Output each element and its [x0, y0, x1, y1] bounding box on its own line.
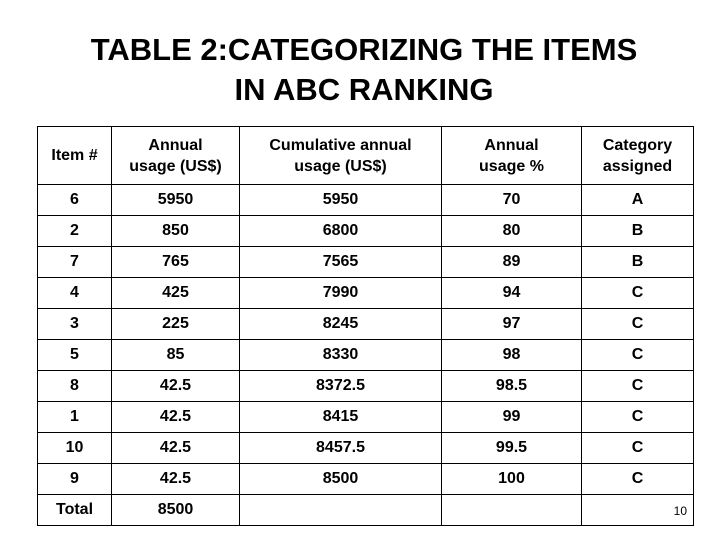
- cell-item-number: 1: [37, 401, 112, 433]
- cell-category: C: [581, 308, 694, 340]
- header-category-assigned-line-1: Category: [602, 136, 673, 154]
- header-annual-usage-percent-line-2: usage %: [479, 157, 544, 175]
- cell-annual-usage-percent: 99.5: [441, 432, 582, 464]
- cell-category: C: [581, 463, 694, 495]
- cell-annual-usage: 42.5: [111, 401, 240, 433]
- cell-cumulative-usage: 6800: [239, 215, 442, 247]
- cell-item-number: 6: [37, 184, 112, 216]
- cell-cumulative-usage: 8500: [239, 463, 442, 495]
- cell-annual-usage: 425: [111, 277, 240, 309]
- cell-annual-usage-percent: 98.5: [441, 370, 582, 402]
- table-row: 2 850 6800 80 B: [37, 215, 694, 247]
- cell-cumulative-usage: 5950: [239, 184, 442, 216]
- cell-category: C: [581, 370, 694, 402]
- cell-category: A: [581, 184, 694, 216]
- cell-cumulative-usage: 8372.5: [239, 370, 442, 402]
- cell-total-label: Total: [37, 494, 112, 526]
- header-annual-usage-line-2: usage (US$): [129, 157, 222, 175]
- cell-annual-usage-percent: 80: [441, 215, 582, 247]
- header-annual-usage-percent: Annual usage %: [441, 126, 582, 185]
- cell-item-number: 5: [37, 339, 112, 371]
- slide-title: TABLE 2:CATEGORIZING THE ITEMS IN ABC RA…: [0, 30, 728, 110]
- table-row: 9 42.5 8500 100 C: [37, 463, 694, 495]
- cell-cumulative-usage: 8457.5: [239, 432, 442, 464]
- table-row: 10 42.5 8457.5 99.5 C: [37, 432, 694, 464]
- cell-item-number: 3: [37, 308, 112, 340]
- cell-category: B: [581, 215, 694, 247]
- table-row: 5 85 8330 98 C: [37, 339, 694, 371]
- header-item-number-label: Item #: [51, 147, 98, 164]
- cell-annual-usage: 42.5: [111, 432, 240, 464]
- table-body: 6 5950 5950 70 A 2 850 6800 80 B 7 765 7…: [37, 184, 694, 526]
- slide-number: 10: [673, 504, 687, 518]
- cell-cumulative-usage: 7990: [239, 277, 442, 309]
- cell-annual-usage-percent: 89: [441, 246, 582, 278]
- cell-cumulative-usage: 8415: [239, 401, 442, 433]
- cell-category: B: [581, 246, 694, 278]
- header-annual-usage-percent-line-1: Annual: [484, 136, 539, 154]
- cell-annual-usage: 765: [111, 246, 240, 278]
- header-cumulative-usage-line-1: Cumulative annual: [269, 136, 412, 154]
- cell-cumulative-usage: 8330: [239, 339, 442, 371]
- abc-ranking-table: Item # Annual usage (US$) Cumulative ann…: [37, 126, 694, 526]
- cell-annual-usage-percent: 100: [441, 463, 582, 495]
- cell-item-number: 7: [37, 246, 112, 278]
- table-row: 6 5950 5950 70 A: [37, 184, 694, 216]
- table-row: 1 42.5 8415 99 C: [37, 401, 694, 433]
- table-row: 4 425 7990 94 C: [37, 277, 694, 309]
- slide-title-line-2: IN ABC RANKING: [234, 72, 494, 107]
- total-row: Total 8500: [37, 494, 694, 526]
- cell-annual-usage: 5950: [111, 184, 240, 216]
- cell-category: C: [581, 277, 694, 309]
- cell-category: C: [581, 401, 694, 433]
- cell-annual-usage-percent: 98: [441, 339, 582, 371]
- cell-annual-usage-percent: 99: [441, 401, 582, 433]
- table-row: 7 765 7565 89 B: [37, 246, 694, 278]
- header-cumulative-usage-line-2: usage (US$): [294, 157, 387, 175]
- cell-annual-usage: 850: [111, 215, 240, 247]
- cell-item-number: 8: [37, 370, 112, 402]
- cell-cumulative-usage: 7565: [239, 246, 442, 278]
- cell-item-number: 2: [37, 215, 112, 247]
- cell-cumulative-usage: 8245: [239, 308, 442, 340]
- cell-category: C: [581, 432, 694, 464]
- cell-annual-usage-percent: 97: [441, 308, 582, 340]
- cell-total-category: [581, 494, 694, 526]
- header-row: Item # Annual usage (US$) Cumulative ann…: [37, 126, 694, 185]
- cell-total-cumulative-usage: [239, 494, 442, 526]
- table-row: 3 225 8245 97 C: [37, 308, 694, 340]
- cell-item-number: 10: [37, 432, 112, 464]
- cell-total-annual-usage-percent: [441, 494, 582, 526]
- header-item-number: Item #: [37, 126, 112, 185]
- cell-total-annual-usage: 8500: [111, 494, 240, 526]
- header-annual-usage-line-1: Annual: [148, 136, 203, 154]
- cell-annual-usage: 42.5: [111, 463, 240, 495]
- header-category-assigned: Category assigned: [581, 126, 694, 185]
- header-annual-usage: Annual usage (US$): [111, 126, 240, 185]
- header-cumulative-usage: Cumulative annual usage (US$): [239, 126, 442, 185]
- header-category-assigned-line-2: assigned: [602, 157, 673, 175]
- cell-annual-usage: 42.5: [111, 370, 240, 402]
- cell-item-number: 4: [37, 277, 112, 309]
- cell-item-number: 9: [37, 463, 112, 495]
- cell-annual-usage: 85: [111, 339, 240, 371]
- table-row: 8 42.5 8372.5 98.5 C: [37, 370, 694, 402]
- slide-title-line-1: TABLE 2:CATEGORIZING THE ITEMS: [90, 32, 638, 67]
- cell-category: C: [581, 339, 694, 371]
- cell-annual-usage-percent: 70: [441, 184, 582, 216]
- cell-annual-usage-percent: 94: [441, 277, 582, 309]
- cell-annual-usage: 225: [111, 308, 240, 340]
- table-header: Item # Annual usage (US$) Cumulative ann…: [37, 126, 694, 185]
